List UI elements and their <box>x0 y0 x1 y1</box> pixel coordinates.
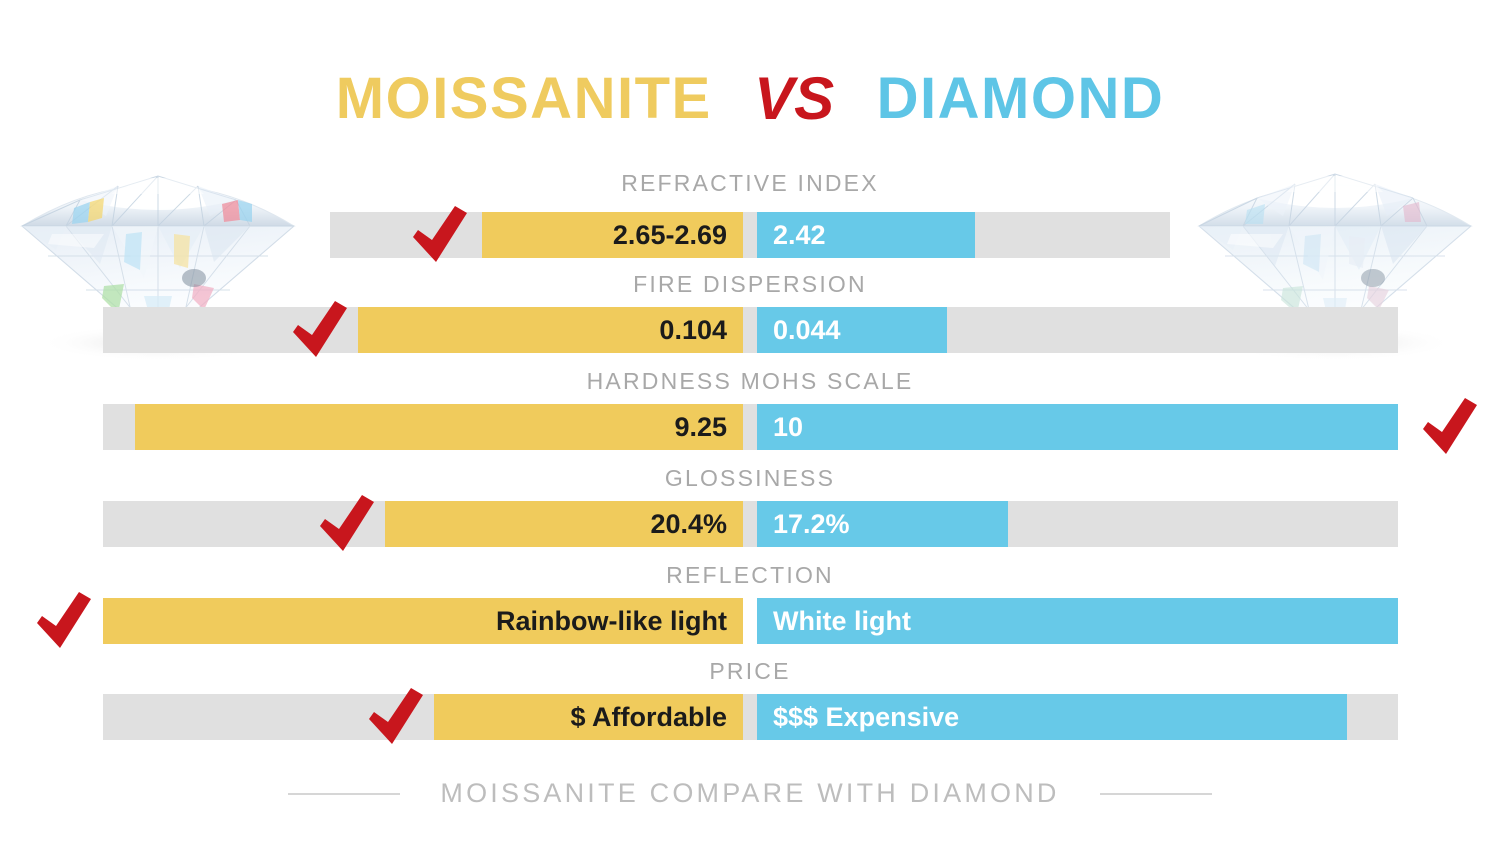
footer-divider-left <box>287 792 400 795</box>
winner-check-icon <box>290 299 350 361</box>
row-bar-area: $ Affordable $$$ Expensive <box>0 688 1500 744</box>
diamond-bar[interactable]: White light <box>757 598 1398 644</box>
moissanite-value: 20.4% <box>650 508 727 539</box>
footer-divider-right <box>1100 792 1213 795</box>
moissanite-bar[interactable]: 9.25 <box>135 404 743 450</box>
moissanite-value: 0.104 <box>659 314 727 345</box>
moissanite-value: 2.65-2.69 <box>612 219 727 250</box>
moissanite-value: 9.25 <box>674 411 727 442</box>
moissanite-bar[interactable]: 20.4% <box>385 501 743 547</box>
row-bar-area: 20.4% 17.2% <box>0 495 1500 551</box>
diamond-bar[interactable]: 0.044 <box>757 307 947 353</box>
winner-check-icon <box>317 493 377 555</box>
moissanite-bar[interactable]: $ Affordable <box>434 694 743 740</box>
footer-text: MOISSANITE COMPARE WITH DIAMOND <box>440 778 1060 808</box>
title-diamond: DIAMOND <box>876 66 1165 131</box>
row-bar-area: Rainbow-like light White light <box>0 592 1500 648</box>
diamond-value: $$$ Expensive <box>773 701 960 732</box>
diamond-value: 2.42 <box>773 219 826 250</box>
moissanite-bar[interactable]: 0.104 <box>358 307 743 353</box>
diamond-value: 10 <box>773 411 804 442</box>
winner-check-icon <box>1420 396 1480 458</box>
page-title: MOISSANITE VS DIAMOND <box>0 64 1500 133</box>
title-moissanite: MOISSANITE <box>335 66 712 131</box>
moissanite-value: Rainbow-like light <box>495 605 727 636</box>
row-label: FIRE DISPERSION <box>633 271 867 297</box>
diamond-value: 0.044 <box>773 314 841 345</box>
row-label: GLOSSINESS <box>664 465 836 491</box>
moissanite-bar[interactable]: Rainbow-like light <box>103 598 743 644</box>
bar-track <box>103 501 1398 547</box>
title-vs: VS <box>754 65 835 132</box>
moissanite-value: $ Affordable <box>570 701 727 732</box>
diamond-bar[interactable]: 17.2% <box>757 501 1008 547</box>
row-bar-area: 2.65-2.69 2.42 <box>0 206 1500 262</box>
diamond-value: 17.2% <box>773 508 850 539</box>
row-label: HARDNESS MOHS SCALE <box>586 368 914 394</box>
diamond-bar[interactable]: 10 <box>757 404 1398 450</box>
row-label: REFLECTION <box>666 562 834 588</box>
diamond-bar[interactable]: 2.42 <box>757 212 975 258</box>
diamond-bar[interactable]: $$$ Expensive <box>757 694 1347 740</box>
row-bar-area: 0.104 0.044 <box>0 301 1500 357</box>
diamond-value: White light <box>773 605 911 636</box>
row-label: PRICE <box>709 658 791 684</box>
winner-check-icon <box>410 204 470 266</box>
winner-check-icon <box>34 590 94 652</box>
winner-check-icon <box>366 686 426 748</box>
row-label: REFRACTIVE INDEX <box>621 170 879 196</box>
row-bar-area: 9.25 10 <box>0 398 1500 454</box>
bar-track <box>330 212 1170 258</box>
moissanite-bar[interactable]: 2.65-2.69 <box>482 212 743 258</box>
footer-caption: MOISSANITE COMPARE WITH DIAMOND <box>0 778 1500 809</box>
